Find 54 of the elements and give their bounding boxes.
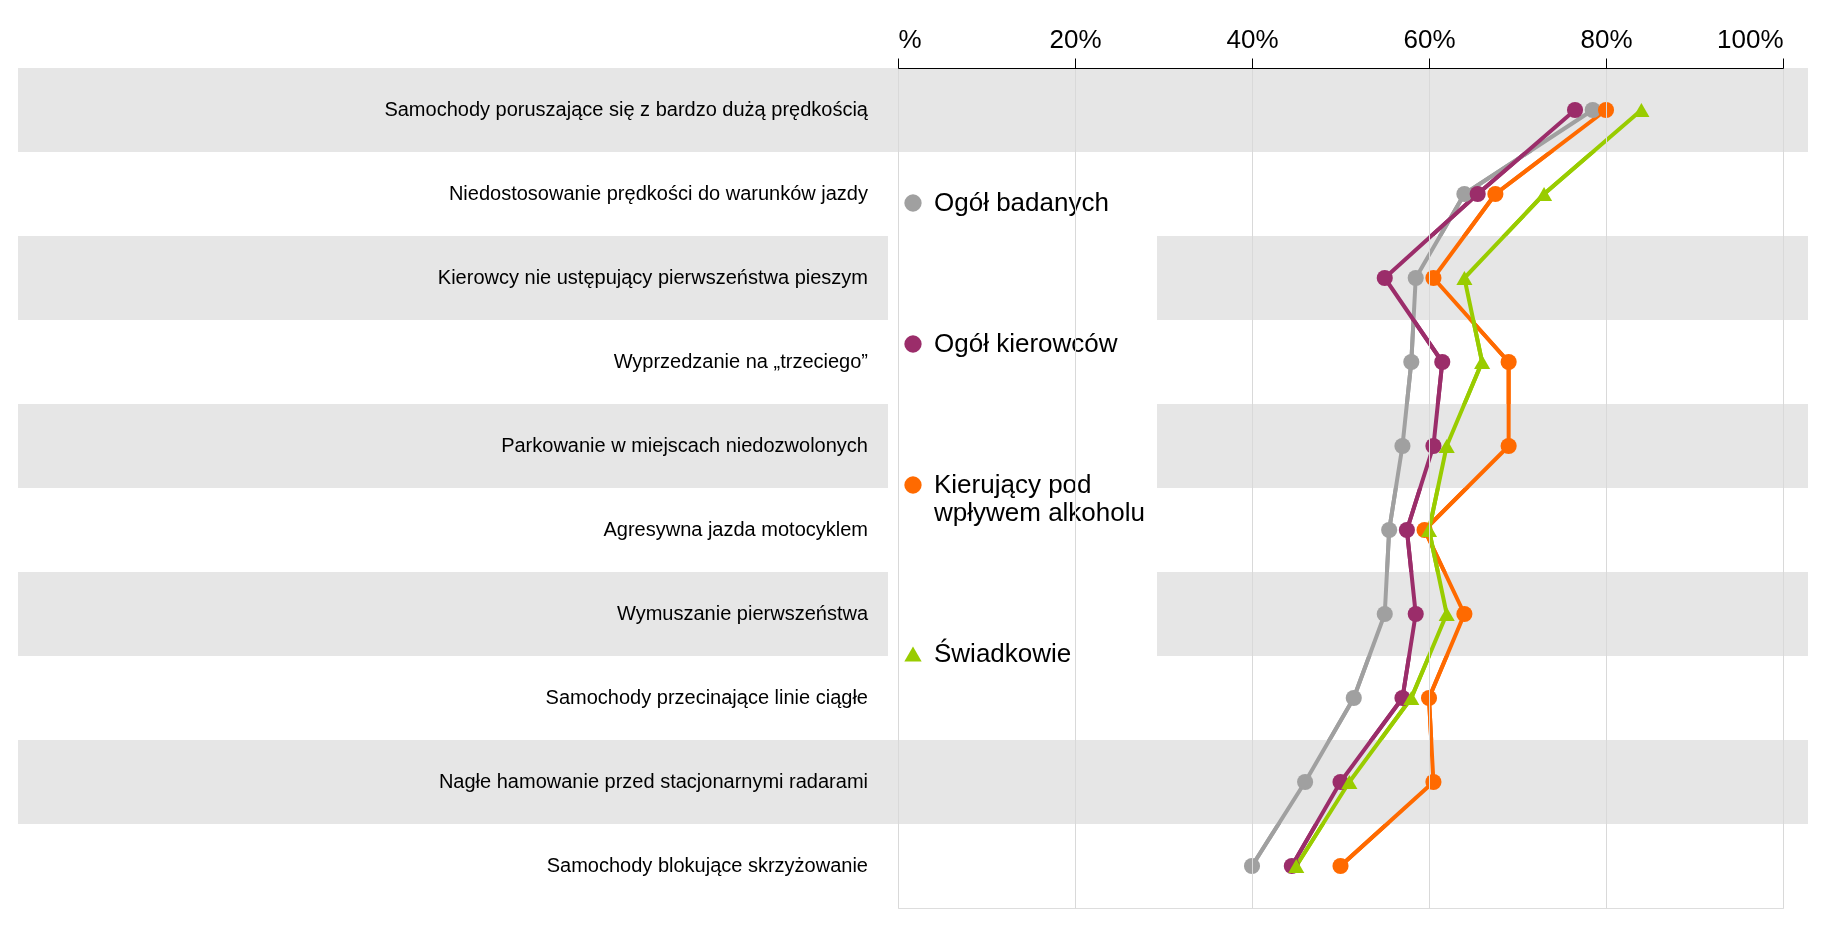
- point: [1288, 859, 1305, 873]
- y-tick-label: Nagłe hamowanie przed stacjonarnymi radarami: [438, 770, 868, 792]
- point: [1487, 185, 1504, 203]
- point: [1438, 439, 1455, 453]
- y-tick-label: Wyprzedzanie na „trzeciego”: [613, 350, 868, 372]
- y-tick-label: Samochody przecinające linie ciągłe: [545, 686, 868, 708]
- point: [1469, 185, 1486, 203]
- point: [1425, 773, 1442, 791]
- point: [1403, 691, 1420, 705]
- x-tick-label: 40%: [1226, 23, 1279, 54]
- y-tick-label: Wymuszanie pierwszeństwa: [616, 602, 869, 624]
- y-tick-label: Samochody blokujące skrzyżowanie: [546, 854, 868, 876]
- y-tick-label: Samochody poruszające się z bardzo dużą prędkością: [384, 98, 869, 120]
- x-tick-label: %: [898, 23, 922, 54]
- point: [1425, 269, 1442, 287]
- point: [1341, 775, 1358, 789]
- legend-label: Świadkowie: [934, 638, 1072, 668]
- point: [1345, 689, 1362, 707]
- y-tick-label: Parkowanie w miejscach niedozwolonych: [501, 434, 868, 456]
- point: [1376, 269, 1393, 287]
- point: [1474, 355, 1491, 369]
- point: [1566, 101, 1584, 119]
- point: [1394, 437, 1411, 455]
- point: [1243, 857, 1261, 875]
- point: [1297, 773, 1314, 791]
- legend-label: Kierujący pod wpływem alkoholu: [933, 469, 1145, 527]
- point: [1403, 353, 1420, 371]
- point: [1332, 857, 1349, 875]
- point: [1500, 353, 1517, 371]
- legend-label: Ogół kierowców: [934, 328, 1118, 358]
- x-tick-label: 80%: [1580, 23, 1633, 54]
- point: [1456, 605, 1473, 623]
- point: [1597, 101, 1615, 119]
- y-tick-label: Niedostosowanie prędkości do warunków jazdy: [448, 182, 868, 204]
- x-tick-label: 100%: [1717, 23, 1784, 54]
- x-tick-label: 60%: [1403, 23, 1456, 54]
- point: [1584, 101, 1601, 119]
- point: [1398, 521, 1415, 539]
- point: [1420, 689, 1438, 707]
- point: [1407, 605, 1424, 623]
- point: [1376, 605, 1393, 623]
- y-tick-label: Agresywna jazda motocyklem: [603, 518, 868, 540]
- point: [1381, 521, 1398, 539]
- point: [1633, 103, 1650, 117]
- point: [1407, 269, 1424, 287]
- x-tick-label: 20%: [1049, 23, 1102, 54]
- point: [1438, 607, 1455, 621]
- point: [1535, 187, 1553, 201]
- legend-label: Ogół badanych: [934, 187, 1109, 217]
- point: [1425, 437, 1442, 455]
- point: [1500, 437, 1517, 455]
- y-tick-label: Kierowcy nie ustępujący pierwszeństwa pieszym: [437, 266, 868, 288]
- point: [1456, 271, 1473, 285]
- point: [1434, 353, 1451, 371]
